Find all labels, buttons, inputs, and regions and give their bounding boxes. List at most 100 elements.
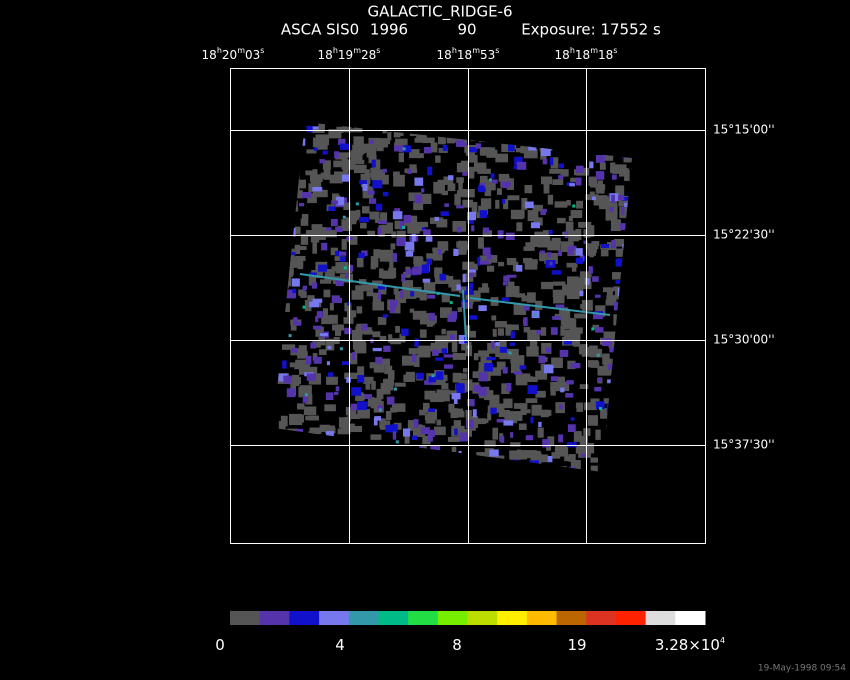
noise-pixel <box>373 397 382 405</box>
noise-pixel <box>540 211 546 216</box>
noise-pixel <box>419 313 432 325</box>
noise-pixel <box>526 126 531 130</box>
noise-pixel <box>492 179 498 184</box>
noise-pixel <box>337 152 352 158</box>
noise-pixel <box>300 233 309 245</box>
noise-pixel <box>335 262 349 274</box>
noise-pixel <box>286 249 293 254</box>
noise-pixel <box>545 347 551 353</box>
noise-pixel <box>552 179 564 185</box>
noise-pixel <box>542 230 550 240</box>
noise-pixel <box>551 270 562 275</box>
noise-pixel <box>544 475 552 480</box>
noise-pixel <box>379 249 394 262</box>
label-part: 53 <box>480 48 495 62</box>
noise-pixel <box>372 301 385 311</box>
noise-pixel <box>466 419 474 429</box>
noise-pixel <box>589 191 595 198</box>
noise-pixel <box>411 435 418 441</box>
noise-pixel <box>523 327 531 333</box>
noise-pixel <box>291 146 298 152</box>
noise-pixel <box>457 226 462 233</box>
noise-pixel <box>519 450 527 460</box>
noise-pixel <box>409 149 420 159</box>
noise-pixel <box>312 189 326 196</box>
noise-pixel <box>595 171 605 180</box>
bright-pixel <box>302 305 306 309</box>
noise-pixel <box>335 386 340 392</box>
noise-pixel <box>377 405 383 411</box>
noise-pixel <box>496 188 502 195</box>
noise-pixel <box>285 177 295 185</box>
noise-pixel <box>512 261 519 272</box>
noise-pixel <box>605 450 610 461</box>
noise-pixel <box>625 258 632 265</box>
noise-pixel <box>515 373 528 386</box>
noise-pixel <box>595 155 605 163</box>
noise-pixel <box>422 461 427 470</box>
noise-pixel <box>525 435 534 441</box>
noise-pixel <box>570 177 580 183</box>
noise-pixel <box>462 273 466 283</box>
noise-pixel <box>528 259 538 265</box>
noise-pixel <box>514 156 523 166</box>
noise-pixel <box>399 444 408 453</box>
noise-pixel <box>570 362 581 369</box>
noise-pixel <box>422 402 430 414</box>
noise-pixel <box>501 199 506 204</box>
noise-pixel <box>469 147 478 153</box>
noise-pixel <box>613 302 624 311</box>
dec-label: 15°37'30'' <box>713 438 775 452</box>
noise-pixel <box>398 462 407 471</box>
noise-pixel <box>369 362 383 369</box>
noise-pixel <box>503 420 514 426</box>
noise-pixel <box>592 276 599 282</box>
bright-pixel <box>431 374 435 378</box>
noise-pixel <box>505 286 520 298</box>
noise-pixel <box>451 393 461 400</box>
noise-pixel <box>558 175 564 180</box>
noise-pixel <box>530 416 534 424</box>
noise-pixel <box>429 318 435 326</box>
noise-pixel <box>309 174 323 182</box>
noise-pixel <box>399 333 406 343</box>
noise-pixel <box>462 199 474 208</box>
noise-pixel <box>456 162 469 173</box>
noise-pixel <box>479 147 492 156</box>
noise-pixel <box>283 275 292 287</box>
noise-pixel <box>321 472 331 480</box>
noise-pixel <box>405 459 410 469</box>
bright-pixel <box>395 440 399 444</box>
noise-pixel <box>535 390 546 398</box>
bright-pixel <box>304 393 308 397</box>
noise-pixel <box>328 206 336 211</box>
noise-pixel <box>548 229 553 235</box>
bright-pixel <box>508 351 512 355</box>
noise-pixel <box>484 189 492 197</box>
noise-pixel <box>364 450 369 458</box>
noise-pixel <box>458 334 466 344</box>
noise-pixel <box>279 162 287 170</box>
noise-pixel <box>473 385 481 392</box>
noise-pixel <box>352 453 358 464</box>
noise-pixel <box>415 221 429 228</box>
noise-pixel <box>434 267 443 278</box>
noise-pixel <box>414 137 428 143</box>
noise-pixel <box>610 458 616 468</box>
noise-pixel <box>578 221 592 228</box>
noise-pixel <box>549 261 553 266</box>
noise-pixel <box>553 293 565 304</box>
colorbar-swatch <box>526 611 558 625</box>
noise-pixel <box>305 355 312 365</box>
noise-pixel <box>589 345 598 355</box>
noise-pixel <box>505 232 515 241</box>
noise-pixel <box>482 227 490 234</box>
noise-pixel <box>346 301 351 306</box>
noise-pixel <box>404 241 415 251</box>
title: GALACTIC_RIDGE-6 <box>367 3 512 22</box>
noise-pixel <box>511 127 517 140</box>
noise-pixel <box>611 194 615 204</box>
noise-pixel <box>413 256 423 268</box>
noise-pixel <box>535 300 543 310</box>
noise-pixel <box>518 471 523 472</box>
